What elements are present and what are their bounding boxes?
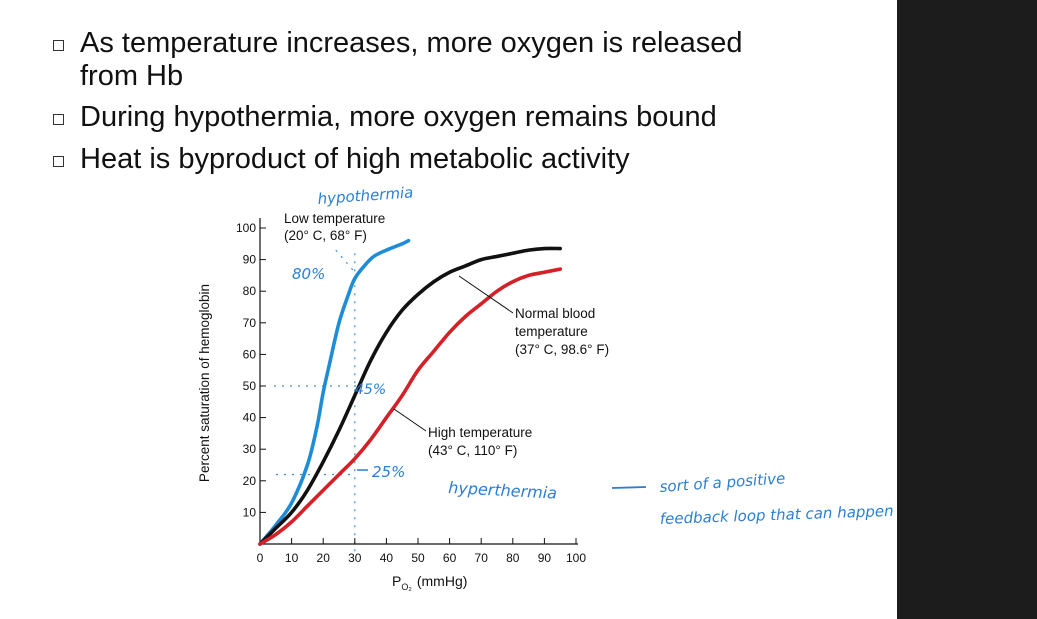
- y-tick-label: 100: [236, 221, 256, 235]
- bullet-3: Heat is byproduct of high metabolic acti…: [53, 143, 630, 176]
- x-tick-label: 0: [257, 551, 264, 565]
- y-tick-label: 80: [243, 284, 257, 298]
- y-tick-label: 60: [243, 347, 257, 361]
- curve-low-temperature: [258, 238, 411, 546]
- label-normal-line-3: (37° C, 98.6° F): [515, 342, 609, 357]
- handwritten-80-percent: 80%: [292, 265, 325, 283]
- slide: As temperature increases, more oxygen is…: [53, 27, 894, 592]
- ink-dash-note: [611, 486, 647, 489]
- bullet-1-line-2: from Hb: [80, 60, 184, 92]
- x-tick-label: 70: [475, 551, 489, 565]
- bullet-marker-icon: [53, 40, 64, 51]
- leader-normal: [458, 275, 514, 314]
- y-axis-ticks: 10 20 30 40 50 60 70 80 90 100: [236, 221, 266, 519]
- x-tick-label: 20: [317, 551, 331, 565]
- y-tick-label: 30: [243, 442, 257, 456]
- label-normal-line-2: temperature: [515, 324, 588, 339]
- y-tick-label: 90: [243, 253, 257, 267]
- curve-high-temperature: [258, 267, 562, 546]
- bullet-3-text: Heat is byproduct of high metabolic acti…: [80, 143, 630, 175]
- x-axis-label: PO₂ (mmHg): [392, 573, 467, 592]
- x-axis-label-unit: (mmHg): [417, 573, 468, 589]
- dark-side-panel: [897, 0, 1037, 619]
- handwritten-25-percent: 25%: [372, 463, 405, 481]
- y-tick-label: 70: [243, 316, 257, 330]
- x-tick-label: 40: [380, 551, 394, 565]
- y-tick-label: 20: [243, 474, 257, 488]
- x-tick-label: 90: [538, 551, 552, 565]
- y-tick-label: 10: [243, 505, 257, 519]
- x-tick-label: 10: [285, 551, 299, 565]
- label-low-line-2: (20° C, 68° F): [284, 228, 367, 243]
- label-low-temperature: Low temperature (20° C, 68° F): [284, 211, 389, 243]
- bullet-2: During hypothermia, more oxygen remains …: [53, 101, 717, 134]
- label-high-line-2: (43° C, 110° F): [428, 443, 517, 458]
- label-high-line-1: High temperature: [428, 425, 532, 440]
- y-tick-label: 40: [243, 411, 257, 425]
- handwritten-note-line-1: sort of a positive: [659, 469, 786, 496]
- handwritten-hyperthermia: hyperthermia: [448, 478, 558, 503]
- oxygen-dissociation-chart: 10 20 30 40 50 60 70 80 90 100 0 10 20 30 40 50 60 70 80 9…: [197, 183, 894, 592]
- y-axis-label: Percent saturation of hemoglobin: [197, 284, 212, 482]
- label-low-line-1: Low temperature: [284, 211, 385, 226]
- handwritten-hypothermia: hypothermia: [317, 183, 414, 208]
- x-tick-label: 30: [348, 551, 362, 565]
- leader-high: [393, 408, 427, 432]
- y-tick-label: 50: [243, 379, 257, 393]
- label-normal-line-1: Normal blood: [515, 306, 595, 321]
- x-axis-label-main: P: [392, 573, 401, 589]
- bullet-marker-icon: [53, 156, 64, 167]
- bullet-1-line-1: As temperature increases, more oxygen is…: [80, 27, 743, 59]
- guide-lines: [274, 249, 358, 556]
- chart-axes: [259, 218, 578, 545]
- x-axis-ticks: 0 10 20 30 40 50 60 70 80 90 100: [257, 538, 586, 565]
- x-tick-label: 100: [566, 551, 586, 565]
- handwritten-45-percent: 45%: [355, 382, 386, 398]
- bullet-2-text: During hypothermia, more oxygen remains …: [80, 101, 717, 133]
- label-normal-temperature: Normal blood temperature (37° C, 98.6° F…: [515, 306, 609, 357]
- x-tick-label: 60: [443, 551, 457, 565]
- x-tick-label: 80: [506, 551, 520, 565]
- guide-80: [335, 249, 356, 273]
- bullet-marker-icon: [53, 114, 64, 125]
- curve-normal-temperature: [258, 246, 562, 546]
- x-tick-label: 50: [411, 551, 425, 565]
- handwritten-note-line-2: feedback loop that can happen: [660, 502, 894, 528]
- chart-curves: [258, 238, 562, 546]
- x-axis-label-sub: O₂: [401, 582, 412, 592]
- label-high-temperature: High temperature (43° C, 110° F): [428, 425, 536, 458]
- bullet-1: As temperature increases, more oxygen is…: [53, 27, 743, 93]
